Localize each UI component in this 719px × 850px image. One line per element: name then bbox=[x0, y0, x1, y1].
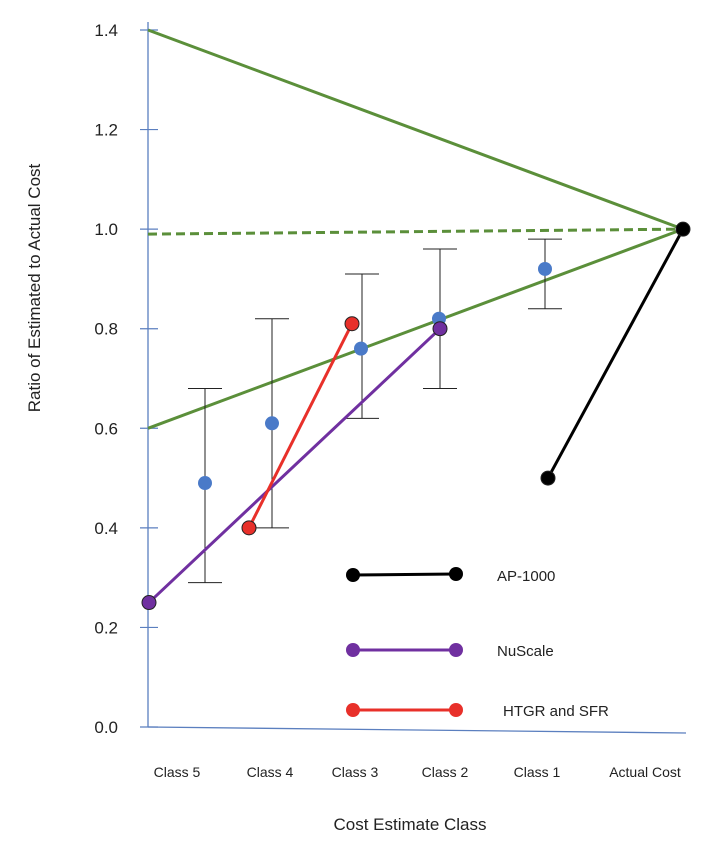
x-axis-line bbox=[147, 726, 687, 734]
y-tick-label: 0.2 bbox=[94, 618, 118, 637]
y-tick-label: 1.0 bbox=[94, 220, 118, 239]
y-ticks: 0.0 0.2 0.4 0.6 0.8 1.0 1.2 1.4 bbox=[94, 21, 158, 737]
estimate-point bbox=[198, 476, 212, 491]
series-point bbox=[141, 595, 157, 611]
legend-marker bbox=[346, 643, 360, 657]
x-tick-label: Class 2 bbox=[422, 764, 469, 780]
legend-marker bbox=[449, 643, 463, 657]
estimate-point bbox=[538, 261, 552, 276]
series-line bbox=[147, 327, 442, 604]
series-point bbox=[241, 520, 257, 536]
y-tick-label: 0.6 bbox=[94, 419, 118, 438]
estimate-point bbox=[265, 416, 279, 431]
series-point bbox=[344, 316, 360, 332]
legend: AP-1000 NuScale HTGR and SFR bbox=[346, 567, 609, 720]
x-tick-labels: Class 5 Class 4 Class 3 Class 2 Class 1 Actua… bbox=[154, 764, 681, 780]
x-tick-label: Class 4 bbox=[247, 764, 294, 780]
envelope-line bbox=[147, 28, 684, 231]
series-line bbox=[546, 228, 685, 479]
series-lines bbox=[141, 221, 691, 611]
y-tick-label: 0.0 bbox=[94, 718, 118, 737]
y-tick-label: 0.8 bbox=[94, 320, 118, 339]
x-tick-label: Actual Cost bbox=[609, 764, 681, 780]
x-tick-label: Class 5 bbox=[154, 764, 201, 780]
envelope-line bbox=[147, 227, 684, 430]
estimate-point bbox=[354, 341, 368, 356]
legend-line bbox=[352, 572, 457, 577]
legend-label: AP-1000 bbox=[497, 568, 555, 585]
series-line bbox=[247, 323, 354, 529]
x-tick-label: Class 3 bbox=[332, 764, 379, 780]
y-tick-label: 0.4 bbox=[94, 519, 118, 538]
legend-marker bbox=[449, 703, 463, 717]
y-tick-label: 1.4 bbox=[94, 21, 118, 40]
y-axis-title: Ratio of Estimated to Actual Cost bbox=[25, 163, 44, 412]
legend-marker bbox=[449, 567, 463, 581]
legend-marker bbox=[346, 568, 360, 582]
series-point bbox=[675, 221, 691, 237]
y-tick-label: 1.2 bbox=[94, 121, 118, 140]
envelope-lines bbox=[147, 28, 684, 430]
series-point bbox=[540, 470, 556, 486]
x-axis-title: Cost Estimate Class bbox=[333, 815, 486, 834]
error-bars bbox=[188, 238, 562, 584]
legend-marker bbox=[346, 703, 360, 717]
legend-label: NuScale bbox=[497, 643, 554, 660]
envelope-dashed-line bbox=[147, 227, 684, 236]
legend-label: HTGR and SFR bbox=[503, 703, 609, 720]
x-tick-label: Class 1 bbox=[514, 764, 561, 780]
series-point bbox=[432, 321, 448, 337]
